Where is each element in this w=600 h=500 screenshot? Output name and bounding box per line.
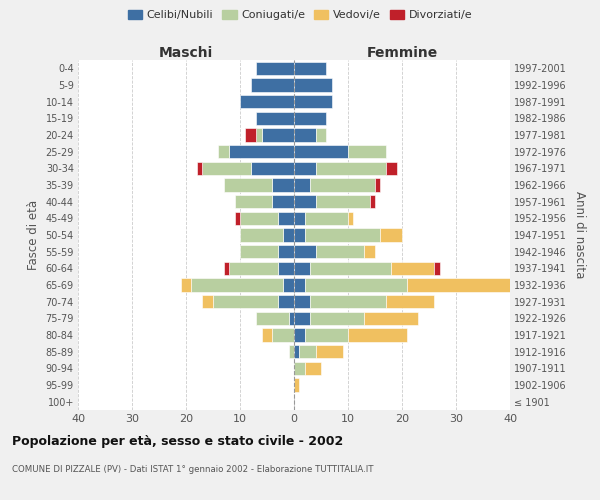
Bar	[370, 195, 375, 208]
Bar	[283, 228, 294, 241]
Bar	[229, 145, 294, 158]
Bar	[380, 228, 402, 241]
Bar	[272, 195, 294, 208]
Bar	[213, 295, 278, 308]
Bar	[305, 228, 380, 241]
Y-axis label: Fasce di età: Fasce di età	[27, 200, 40, 270]
Bar	[191, 278, 283, 291]
Bar	[391, 262, 434, 275]
Bar	[251, 78, 294, 92]
Bar	[305, 362, 321, 375]
Bar	[235, 212, 240, 225]
Bar	[316, 128, 326, 141]
Bar	[294, 278, 305, 291]
Bar	[294, 128, 316, 141]
Bar	[294, 295, 310, 308]
Bar	[272, 178, 294, 192]
Bar	[407, 278, 510, 291]
Legend: Celibi/Nubili, Coniugati/e, Vedovi/e, Divorziati/e: Celibi/Nubili, Coniugati/e, Vedovi/e, Di…	[124, 6, 476, 25]
Bar	[256, 62, 294, 75]
Bar	[305, 212, 348, 225]
Bar	[375, 178, 380, 192]
Bar	[289, 345, 294, 358]
Bar	[310, 295, 386, 308]
Bar	[240, 95, 294, 108]
Bar	[348, 328, 407, 342]
Bar	[310, 262, 391, 275]
Bar	[278, 245, 294, 258]
Bar	[294, 178, 310, 192]
Bar	[316, 345, 343, 358]
Text: Femmine: Femmine	[367, 46, 437, 60]
Bar	[240, 228, 283, 241]
Bar	[310, 312, 364, 325]
Bar	[245, 128, 256, 141]
Bar	[386, 295, 434, 308]
Bar	[294, 78, 332, 92]
Bar	[294, 112, 326, 125]
Bar	[305, 278, 407, 291]
Bar	[316, 195, 370, 208]
Bar	[278, 212, 294, 225]
Bar	[348, 145, 386, 158]
Bar	[262, 328, 272, 342]
Bar	[224, 178, 272, 192]
Bar	[289, 312, 294, 325]
Bar	[294, 162, 316, 175]
Bar	[364, 312, 418, 325]
Bar	[218, 145, 229, 158]
Bar	[294, 312, 310, 325]
Text: COMUNE DI PIZZALE (PV) - Dati ISTAT 1° gennaio 2002 - Elaborazione TUTTITALIA.IT: COMUNE DI PIZZALE (PV) - Dati ISTAT 1° g…	[12, 465, 373, 474]
Bar	[278, 262, 294, 275]
Bar	[256, 128, 262, 141]
Bar	[181, 278, 191, 291]
Bar	[434, 262, 440, 275]
Bar	[278, 295, 294, 308]
Y-axis label: Anni di nascita: Anni di nascita	[574, 192, 586, 278]
Bar	[283, 278, 294, 291]
Bar	[240, 212, 278, 225]
Bar	[294, 362, 305, 375]
Bar	[229, 262, 278, 275]
Bar	[364, 245, 375, 258]
Bar	[386, 162, 397, 175]
Bar	[294, 195, 316, 208]
Bar	[224, 262, 229, 275]
Bar	[316, 162, 386, 175]
Bar	[294, 328, 305, 342]
Bar	[294, 95, 332, 108]
Bar	[197, 162, 202, 175]
Bar	[294, 145, 348, 158]
Bar	[202, 295, 213, 308]
Bar	[305, 328, 348, 342]
Bar	[316, 245, 364, 258]
Bar	[262, 128, 294, 141]
Bar	[294, 228, 305, 241]
Bar	[251, 162, 294, 175]
Text: Maschi: Maschi	[159, 46, 213, 60]
Bar	[294, 378, 299, 392]
Text: Popolazione per età, sesso e stato civile - 2002: Popolazione per età, sesso e stato civil…	[12, 435, 343, 448]
Bar	[294, 212, 305, 225]
Bar	[294, 62, 326, 75]
Bar	[294, 245, 316, 258]
Bar	[256, 312, 289, 325]
Bar	[294, 262, 310, 275]
Bar	[310, 178, 375, 192]
Bar	[272, 328, 294, 342]
Bar	[240, 245, 278, 258]
Bar	[294, 345, 299, 358]
Bar	[256, 112, 294, 125]
Bar	[299, 345, 316, 358]
Bar	[348, 212, 353, 225]
Bar	[235, 195, 272, 208]
Bar	[202, 162, 251, 175]
